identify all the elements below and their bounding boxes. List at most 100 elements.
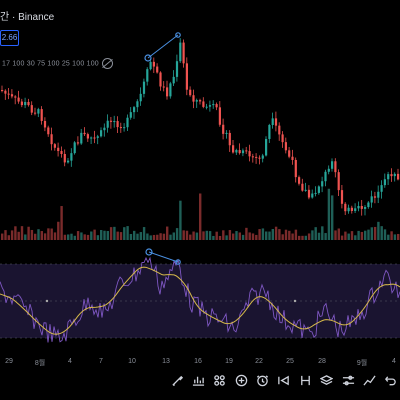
volume-bar	[90, 231, 93, 240]
date-tick-label: 13	[162, 358, 170, 365]
candle	[205, 103, 208, 110]
volume-bar	[255, 234, 258, 240]
candle	[60, 146, 63, 158]
candle	[152, 57, 155, 73]
volume-bar	[192, 231, 195, 240]
candle	[103, 123, 106, 137]
candle	[20, 98, 23, 108]
undo-icon[interactable]	[382, 371, 400, 389]
trendline-handle[interactable]	[175, 32, 181, 38]
indicator-params[interactable]: 17 100 30 75 100 25 100 100	[2, 58, 113, 69]
candle	[109, 116, 113, 129]
candle	[90, 136, 93, 145]
candle	[67, 158, 70, 164]
candle	[179, 38, 182, 63]
volume-bar	[331, 195, 334, 240]
replay-icon[interactable]	[275, 371, 293, 389]
volume-bar	[347, 233, 350, 240]
trendline[interactable]	[147, 34, 179, 59]
candle	[195, 98, 198, 108]
candlesticks	[1, 38, 400, 216]
volume-bar	[370, 227, 373, 240]
candle	[172, 70, 175, 87]
draw-line-icon[interactable]	[361, 371, 379, 389]
volume-bar	[380, 226, 383, 240]
candle	[314, 186, 317, 197]
candle	[169, 81, 172, 99]
volume-bar	[261, 228, 265, 240]
chart-symbol-title[interactable]: 간 · Binance	[0, 12, 55, 23]
volume-bar	[179, 200, 182, 240]
candle	[331, 158, 334, 172]
candle	[139, 87, 142, 106]
volume-bar	[185, 230, 189, 240]
add-icon[interactable]	[232, 371, 250, 389]
volume-bar	[245, 227, 248, 240]
candle	[235, 148, 238, 156]
candle	[83, 127, 86, 136]
candle	[370, 190, 373, 208]
indicators-icon[interactable]	[211, 371, 229, 389]
volume-bar	[215, 231, 218, 240]
volume-bar	[57, 221, 60, 240]
volume-bar	[189, 234, 192, 240]
candle	[175, 54, 179, 82]
volume-bar	[47, 228, 50, 240]
volume-bar	[172, 232, 175, 240]
volume-bar	[60, 206, 63, 240]
brush-icon[interactable]	[168, 371, 186, 389]
candle	[340, 184, 344, 209]
volume-bar	[10, 230, 14, 240]
eye-off-icon[interactable]	[101, 58, 113, 69]
volume-bar	[27, 226, 30, 240]
volume-bar	[50, 228, 53, 240]
volume-bar	[142, 227, 146, 240]
date-tick-label: 4	[68, 358, 72, 365]
volume-bar	[195, 232, 199, 240]
volume-bar	[159, 233, 162, 240]
candle	[93, 130, 96, 144]
candle	[123, 123, 126, 132]
settings-sliders-icon[interactable]	[339, 371, 357, 389]
alert-icon[interactable]	[254, 371, 272, 389]
volume-bar	[93, 229, 96, 240]
volume-bar	[24, 234, 27, 240]
chart-style-icon[interactable]	[189, 371, 207, 389]
volume-bar	[20, 226, 24, 240]
rsi-trendline[interactable]	[148, 251, 179, 263]
volume-bar	[4, 230, 7, 240]
candle	[50, 127, 53, 151]
date-tick-label: 10	[128, 358, 136, 365]
compare-icon[interactable]	[296, 371, 314, 389]
candle	[192, 89, 195, 109]
candle	[301, 178, 304, 192]
candle	[390, 168, 393, 182]
candle	[76, 136, 80, 146]
candle	[383, 173, 386, 188]
date-tick-label: 9월	[356, 360, 368, 367]
volume-bar	[30, 229, 34, 240]
volume-bar	[390, 231, 393, 240]
candle	[182, 39, 185, 68]
candle	[40, 106, 43, 125]
volume-bar	[146, 233, 149, 240]
volume-bar	[208, 231, 212, 240]
layers-icon[interactable]	[318, 371, 336, 389]
volume-bar	[103, 230, 106, 240]
trendline-handle[interactable]	[144, 54, 152, 62]
candle	[261, 153, 264, 163]
volume-bar	[169, 234, 172, 240]
date-tick-label: 7	[99, 358, 103, 365]
candle	[70, 148, 73, 167]
trendline-handle[interactable]	[145, 248, 153, 256]
candle	[113, 115, 116, 128]
rsi-ma-line	[0, 266, 400, 335]
volume-bar	[291, 233, 294, 240]
volume-bar	[235, 231, 238, 240]
volume-bar	[317, 232, 321, 240]
candle	[4, 89, 7, 100]
volume-bar	[367, 229, 370, 240]
trendline-handle[interactable]	[175, 259, 181, 265]
candle	[387, 171, 390, 186]
